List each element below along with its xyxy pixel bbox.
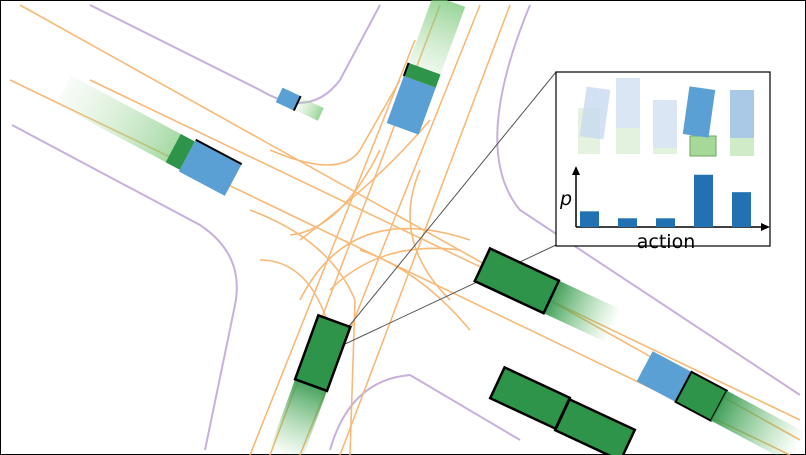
vehicle-top-truck [386, 0, 466, 135]
prob-bar-5 [732, 192, 751, 227]
vehicle-small-top [275, 87, 324, 121]
vehicle-green-right [473, 246, 623, 343]
x-axis-label: action [637, 231, 695, 253]
action-candidates [578, 78, 754, 157]
ego-vehicle [268, 313, 352, 455]
prob-bar-3 [656, 218, 675, 227]
prob-bar-1 [580, 211, 599, 227]
prob-bar-4 [694, 174, 713, 227]
y-axis-label: p [559, 188, 572, 210]
vehicle-right-bottom [636, 351, 806, 455]
prob-bar-2 [618, 218, 637, 227]
action-inset: p action [555, 71, 771, 253]
prob-bars [580, 174, 751, 227]
vehicle-left-large [56, 75, 243, 196]
vehicle-green-bottom-2 [553, 397, 637, 455]
